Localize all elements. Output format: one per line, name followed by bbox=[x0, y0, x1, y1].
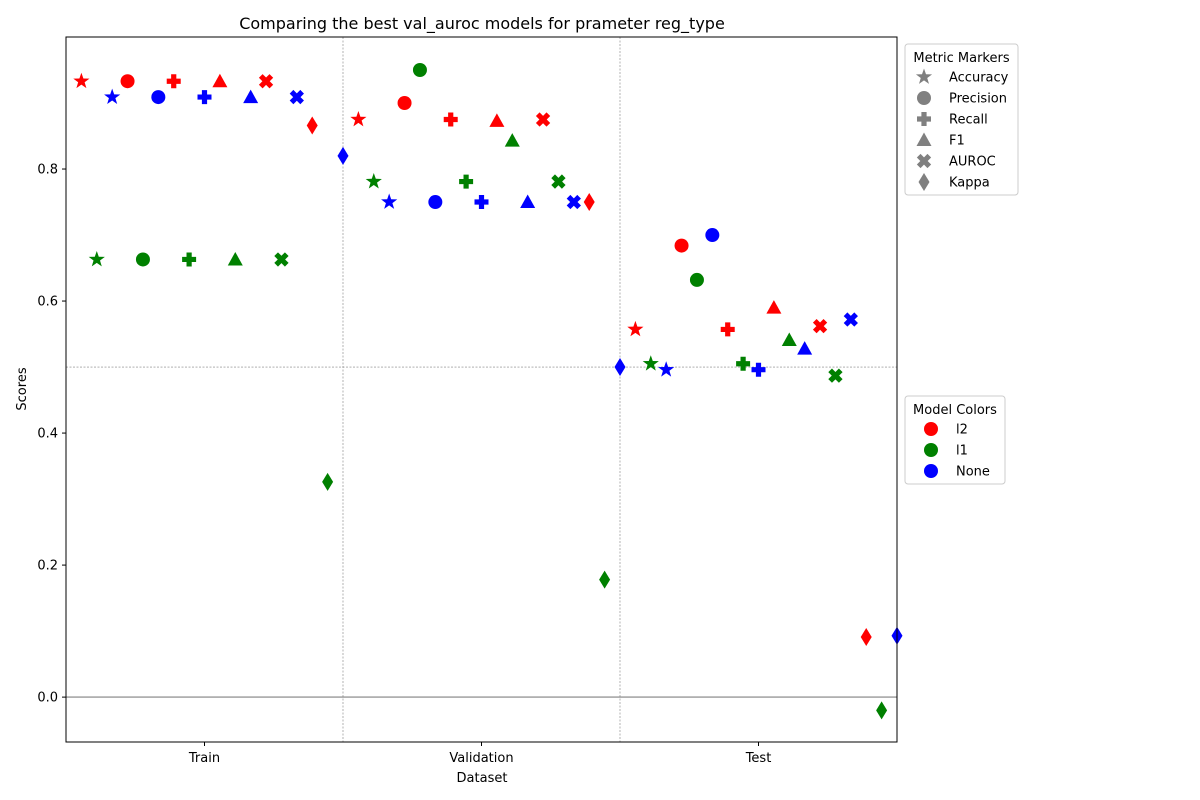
y-tick-label: 0.8 bbox=[37, 163, 58, 178]
legend-metric-marker bbox=[916, 153, 932, 169]
marker-test-none-accuracy bbox=[658, 361, 675, 377]
marker-validation-none-precision bbox=[428, 195, 443, 210]
legend-metric-marker bbox=[916, 132, 932, 146]
marker-test-l2-recall bbox=[720, 322, 735, 337]
y-axis-label: Scores bbox=[15, 367, 30, 410]
marker-validation-l1-recall bbox=[459, 174, 474, 189]
marker-test-l1-recall bbox=[736, 356, 751, 371]
legend-model-label: l2 bbox=[956, 423, 968, 438]
plot-area bbox=[66, 37, 897, 742]
legend-metrics-box bbox=[904, 43, 1019, 196]
legend-model-swatch bbox=[924, 443, 938, 457]
marker-train-l1-kappa bbox=[322, 472, 334, 491]
marker-test-l1-precision bbox=[689, 272, 704, 287]
axes: 0.0 0.2 0.4 0.6 0.8 Train Validation Test bbox=[37, 36, 898, 766]
marker-validation-none-kappa bbox=[614, 358, 626, 377]
marker-train-none-kappa bbox=[337, 146, 349, 165]
marker-validation-l2-kappa bbox=[583, 193, 595, 212]
legend-metric-marker bbox=[917, 91, 931, 105]
marker-validation-none-f1 bbox=[520, 194, 536, 209]
marker-train-l2-auroc bbox=[258, 74, 274, 89]
marker-train-l1-recall bbox=[182, 252, 197, 267]
marker-test-none-precision bbox=[705, 228, 720, 243]
marker-test-l2-precision bbox=[674, 238, 689, 253]
legend-model-colors: Model Colors l2 l1 None bbox=[904, 395, 1006, 485]
marker-validation-l2-auroc bbox=[535, 112, 551, 127]
legend-metric-marker bbox=[918, 173, 930, 191]
legend-metric-label: AUROC bbox=[949, 155, 996, 170]
legend-models-title: Model Colors bbox=[913, 403, 997, 418]
chart-title: Comparing the best val_auroc models for … bbox=[239, 14, 725, 34]
marker-validation-l1-kappa bbox=[599, 570, 611, 589]
y-tick-label: 0.4 bbox=[37, 427, 58, 442]
x-tick-label: Test bbox=[745, 751, 772, 766]
marker-train-l2-precision bbox=[120, 74, 135, 89]
y-tick-label: 0.2 bbox=[37, 559, 58, 574]
marker-train-none-recall bbox=[197, 90, 212, 105]
marker-validation-none-auroc bbox=[566, 194, 581, 210]
marker-train-l1-auroc bbox=[274, 252, 289, 267]
marker-test-l1-auroc bbox=[828, 368, 843, 383]
marker-test-l2-f1 bbox=[766, 300, 782, 314]
marker-train-none-precision bbox=[151, 90, 166, 105]
marker-train-l2-kappa bbox=[306, 116, 318, 135]
legend-metric-label: Recall bbox=[949, 113, 988, 128]
marker-train-l2-f1 bbox=[212, 73, 228, 88]
legend-metric-label: F1 bbox=[949, 134, 965, 149]
plot-background bbox=[66, 37, 897, 742]
legend-metric-label: Accuracy bbox=[949, 71, 1009, 86]
marker-validation-l1-auroc bbox=[551, 174, 566, 189]
data-marks bbox=[73, 63, 903, 720]
legend-metric-marker bbox=[915, 68, 933, 84]
marker-train-none-accuracy bbox=[104, 88, 121, 104]
marker-test-l2-accuracy bbox=[627, 320, 644, 337]
marker-test-l2-kappa bbox=[860, 628, 872, 647]
marker-train-none-f1 bbox=[243, 89, 259, 104]
legend-model-label: None bbox=[956, 465, 990, 480]
marker-test-none-f1 bbox=[797, 341, 813, 355]
marker-validation-none-accuracy bbox=[381, 193, 398, 209]
marker-validation-l2-accuracy bbox=[350, 111, 367, 127]
legend-metric-label: Kappa bbox=[949, 176, 990, 191]
x-tick-label: Validation bbox=[449, 751, 513, 766]
legend-metric-markers: Metric Markers Accuracy Precision Recall F1 A… bbox=[904, 43, 1019, 196]
x-tick-label: Train bbox=[188, 751, 220, 766]
marker-train-l2-accuracy bbox=[73, 72, 90, 89]
legend-metric-marker bbox=[917, 112, 931, 126]
legend-model-swatch bbox=[924, 464, 938, 478]
marker-test-none-auroc bbox=[843, 312, 858, 327]
marker-validation-l1-accuracy bbox=[365, 173, 382, 189]
marker-validation-l2-precision bbox=[397, 96, 412, 111]
legend-model-label: l1 bbox=[956, 444, 968, 459]
legend-model-swatch bbox=[924, 422, 938, 436]
marker-test-l2-auroc bbox=[812, 318, 828, 334]
legend-metrics-title: Metric Markers bbox=[913, 51, 1009, 66]
legend-models-box bbox=[904, 395, 1006, 485]
x-axis-label: Dataset bbox=[457, 771, 508, 786]
marker-validation-l2-recall bbox=[443, 112, 458, 127]
marker-validation-l2-f1 bbox=[489, 113, 505, 127]
marker-train-l1-precision bbox=[135, 252, 150, 267]
marker-train-none-auroc bbox=[289, 89, 304, 105]
marker-test-l1-accuracy bbox=[642, 355, 659, 371]
marker-validation-none-recall bbox=[474, 195, 489, 210]
marker-test-l1-kappa bbox=[876, 701, 888, 720]
y-tick-label: 0.0 bbox=[37, 691, 58, 706]
marker-validation-l1-f1 bbox=[504, 133, 520, 147]
marker-train-l1-accuracy bbox=[88, 250, 105, 267]
y-tick-label: 0.6 bbox=[37, 295, 58, 310]
marker-validation-l1-precision bbox=[412, 63, 427, 78]
marker-test-l1-f1 bbox=[781, 332, 797, 346]
marker-test-none-recall bbox=[751, 362, 766, 377]
marker-train-l1-f1 bbox=[227, 251, 243, 266]
legend-metric-label: Precision bbox=[949, 92, 1007, 107]
marker-train-l2-recall bbox=[166, 74, 181, 89]
